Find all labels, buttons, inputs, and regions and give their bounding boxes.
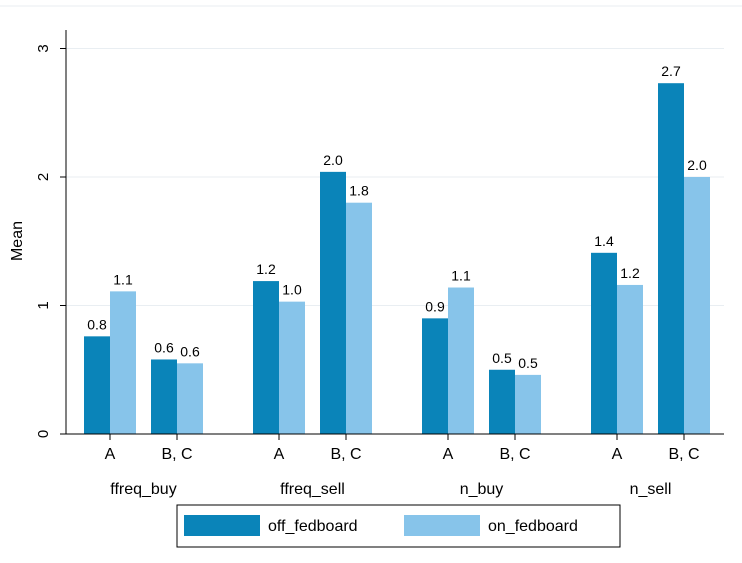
bar	[515, 374, 541, 434]
bar	[151, 359, 177, 434]
bar	[422, 318, 448, 434]
y-tick-label: 0	[35, 430, 52, 438]
x-tick-label: B, C	[161, 446, 192, 463]
data-label: 1.2	[620, 265, 640, 281]
bar	[279, 301, 305, 434]
bar	[346, 202, 372, 434]
x-tick-label: A	[274, 446, 285, 463]
group-label: ffreq_buy	[110, 481, 176, 498]
data-label: 0.5	[518, 355, 538, 371]
bars: 0.8 1.1 0.6 0.6 1.2 1.0 2.0 1.8 0.9 1.1 0.5 0.5 1.4 1…	[84, 63, 710, 435]
bar	[448, 287, 474, 434]
bar	[658, 83, 684, 434]
bar	[591, 252, 617, 434]
data-label: 0.9	[425, 298, 445, 314]
bar	[253, 281, 279, 434]
legend-swatch	[184, 515, 260, 536]
data-label: 0.5	[492, 350, 512, 366]
data-label: 0.8	[87, 316, 107, 332]
y-axis-label: Mean	[9, 221, 26, 261]
legend: off_fedboard on_fedboard	[176, 504, 621, 548]
data-label: 1.2	[256, 261, 276, 277]
data-label: 2.0	[323, 152, 343, 168]
x-tick-label: B, C	[668, 446, 699, 463]
y-axis: 0 1 2 3	[35, 30, 67, 438]
bar	[617, 284, 643, 434]
group-label: ffreq_sell	[280, 481, 345, 498]
x-tick-label: A	[443, 446, 454, 463]
legend-label: on_fedboard	[488, 518, 578, 535]
y-tick-label: 1	[35, 301, 52, 309]
x-tick-label: B, C	[330, 446, 361, 463]
data-label: 1.1	[113, 271, 133, 287]
data-label: 0.6	[154, 339, 174, 355]
data-label: 1.8	[349, 183, 369, 199]
x-tick-label: A	[105, 446, 116, 463]
x-axis: A B, C ffreq_buy A B, C ffreq_sell A B, C n_buy A…	[66, 433, 724, 498]
x-tick-label: A	[612, 446, 623, 463]
legend-label: off_fedboard	[268, 518, 358, 535]
data-label: 2.7	[661, 63, 681, 79]
bar	[110, 291, 136, 434]
bar	[684, 177, 710, 434]
bar	[84, 336, 110, 434]
data-label: 2.0	[687, 157, 707, 173]
data-label: 1.0	[282, 282, 302, 298]
data-label: 1.4	[594, 233, 614, 249]
y-tick-label: 2	[35, 173, 52, 181]
y-tick-label: 3	[35, 44, 52, 52]
x-tick-label: B, C	[499, 446, 530, 463]
bar	[177, 363, 203, 434]
data-label: 0.6	[180, 343, 200, 359]
group-label: n_sell	[630, 481, 672, 498]
data-label: 1.1	[451, 268, 471, 284]
bar	[320, 171, 346, 435]
legend-swatch	[404, 515, 480, 536]
bar	[489, 369, 515, 434]
group-label: n_buy	[460, 481, 504, 498]
